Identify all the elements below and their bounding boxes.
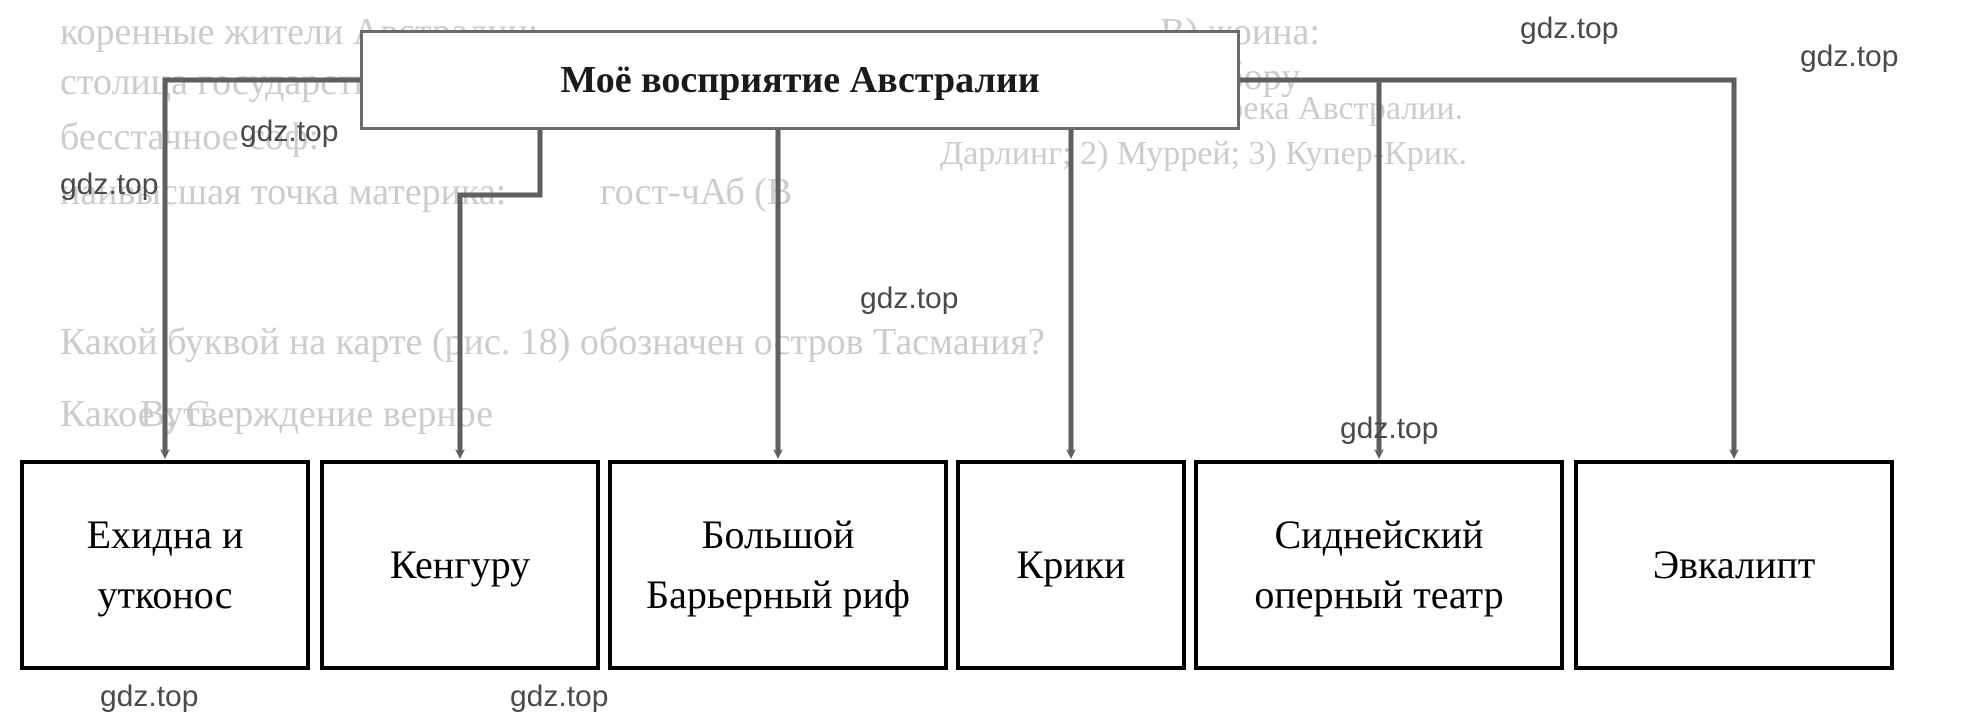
- diagram-child-label: Сиднейский оперный театр: [1206, 505, 1552, 625]
- watermark-text: gdz.top: [60, 168, 158, 202]
- watermark-text: gdz.top: [860, 282, 958, 316]
- diagram-child-box: Сиднейский оперный театр: [1194, 460, 1564, 670]
- diagram-child-label: Большой Барьерный риф: [620, 505, 936, 625]
- diagram-child-label: Крики: [1017, 535, 1126, 595]
- watermark-text: gdz.top: [100, 680, 198, 714]
- diagram-title-box: Моё восприятие Австралии: [360, 30, 1240, 130]
- watermark-text: gdz.top: [510, 680, 608, 714]
- diagram-child-box: Ехидна и утконос: [20, 460, 310, 670]
- diagram-container: коренные жители Австралии: В) жоина: сто…: [0, 0, 1961, 724]
- diagram-child-box: Кенгуру: [320, 460, 600, 670]
- watermark-text: gdz.top: [240, 115, 338, 149]
- diagram-title-text: Моё восприятие Австралии: [560, 58, 1039, 102]
- diagram-child-box: Крики: [956, 460, 1186, 670]
- diagram-child-label: Эвкалипт: [1653, 535, 1815, 595]
- diagram-child-box: Большой Барьерный риф: [608, 460, 948, 670]
- watermark-text: gdz.top: [1520, 12, 1618, 46]
- diagram-child-label: Ехидна и утконос: [32, 505, 298, 625]
- diagram-child-label: Кенгуру: [390, 535, 530, 595]
- watermark-text: gdz.top: [1800, 40, 1898, 74]
- watermark-text: gdz.top: [1340, 412, 1438, 446]
- diagram-child-box: Эвкалипт: [1574, 460, 1894, 670]
